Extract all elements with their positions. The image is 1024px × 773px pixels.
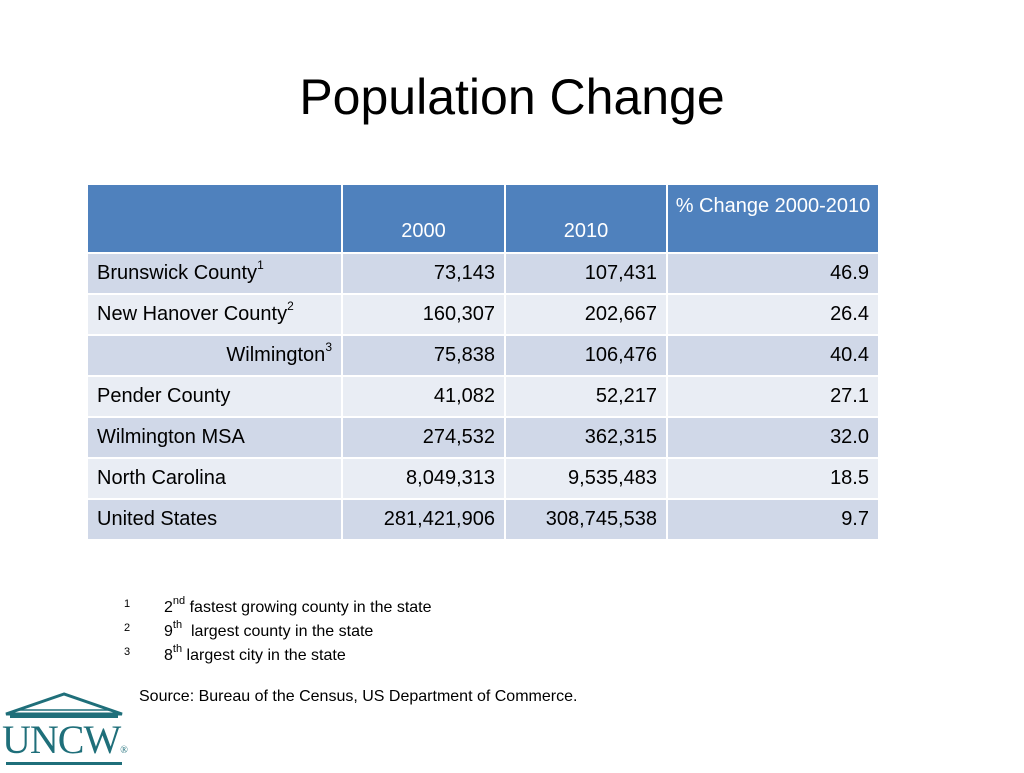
value-2000: 41,082 — [341, 375, 506, 418]
value-2010: 362,315 — [504, 416, 668, 459]
table-row: United States 281,421,906 308,745,538 9.… — [86, 498, 880, 541]
source-note: Source: Bureau of the Census, US Departm… — [139, 688, 578, 705]
footnote-marker: 1 — [257, 258, 264, 273]
value-2000: 281,421,906 — [341, 498, 506, 541]
row-label: United States — [86, 498, 343, 541]
table-row: North Carolina 8,049,313 9,535,483 18.5 — [86, 457, 880, 500]
row-label: Brunswick County1 — [86, 252, 343, 295]
value-change: 46.9 — [666, 252, 880, 295]
footnote-text: 9th largest county in the state — [164, 618, 374, 640]
value-change: 18.5 — [666, 457, 880, 500]
table-row: New Hanover County2 160,307 202,667 26.4 — [86, 293, 880, 336]
value-change: 27.1 — [666, 375, 880, 418]
footnote-number: 2 — [124, 622, 131, 634]
footnote: 2 9th largest county in the state — [124, 618, 432, 644]
value-2000: 274,532 — [341, 416, 506, 459]
footnote-text: 8th largest city in the state — [164, 642, 346, 664]
value-change: 40.4 — [666, 334, 880, 377]
footnote-marker: 3 — [325, 340, 332, 355]
row-label: Pender County — [86, 375, 343, 418]
value-2010: 202,667 — [504, 293, 668, 336]
value-change: 32.0 — [666, 416, 880, 459]
row-label: New Hanover County2 — [86, 293, 343, 336]
population-table: 2000 2010 % Change 2000-2010 Brunswick C… — [86, 183, 880, 541]
uncw-logo — [5, 692, 123, 765]
footnote: 1 2nd fastest growing county in the stat… — [124, 594, 432, 620]
header-2010: 2010 — [504, 183, 668, 254]
header-label — [86, 183, 343, 254]
header-percent-change: % Change 2000-2010 — [666, 183, 880, 254]
table-row: Brunswick County1 73,143 107,431 46.9 — [86, 252, 880, 295]
value-2000: 8,049,313 — [341, 457, 506, 500]
footnote-text: 2nd fastest growing county in the state — [164, 594, 432, 616]
value-2010: 9,535,483 — [504, 457, 668, 500]
table-header-row: 2000 2010 % Change 2000-2010 — [86, 183, 880, 254]
value-2000: 73,143 — [341, 252, 506, 295]
value-2010: 107,431 — [504, 252, 668, 295]
footnote-marker: 2 — [287, 299, 294, 314]
row-label: North Carolina — [86, 457, 343, 500]
footnotes: 1 2nd fastest growing county in the stat… — [124, 594, 432, 668]
value-2010: 308,745,538 — [504, 498, 668, 541]
slide-title: Population Change — [299, 69, 725, 125]
uncw-logo-text: UNCW® — [2, 717, 128, 762]
footnote: 3 8th largest city in the state — [124, 642, 432, 668]
value-2010: 106,476 — [504, 334, 668, 377]
header-2000: 2000 — [341, 183, 506, 254]
table-row: Wilmington MSA 274,532 362,315 32.0 — [86, 416, 880, 459]
row-label: Wilmington MSA — [86, 416, 343, 459]
row-label: Wilmington3 — [86, 334, 343, 377]
value-change: 9.7 — [666, 498, 880, 541]
table-row: Pender County 41,082 52,217 27.1 — [86, 375, 880, 418]
value-2000: 75,838 — [341, 334, 506, 377]
table-row: Wilmington3 75,838 106,476 40.4 — [86, 334, 880, 377]
value-2010: 52,217 — [504, 375, 668, 418]
footnote-number: 1 — [124, 598, 131, 610]
value-change: 26.4 — [666, 293, 880, 336]
value-2000: 160,307 — [341, 293, 506, 336]
footnote-number: 3 — [124, 646, 131, 658]
